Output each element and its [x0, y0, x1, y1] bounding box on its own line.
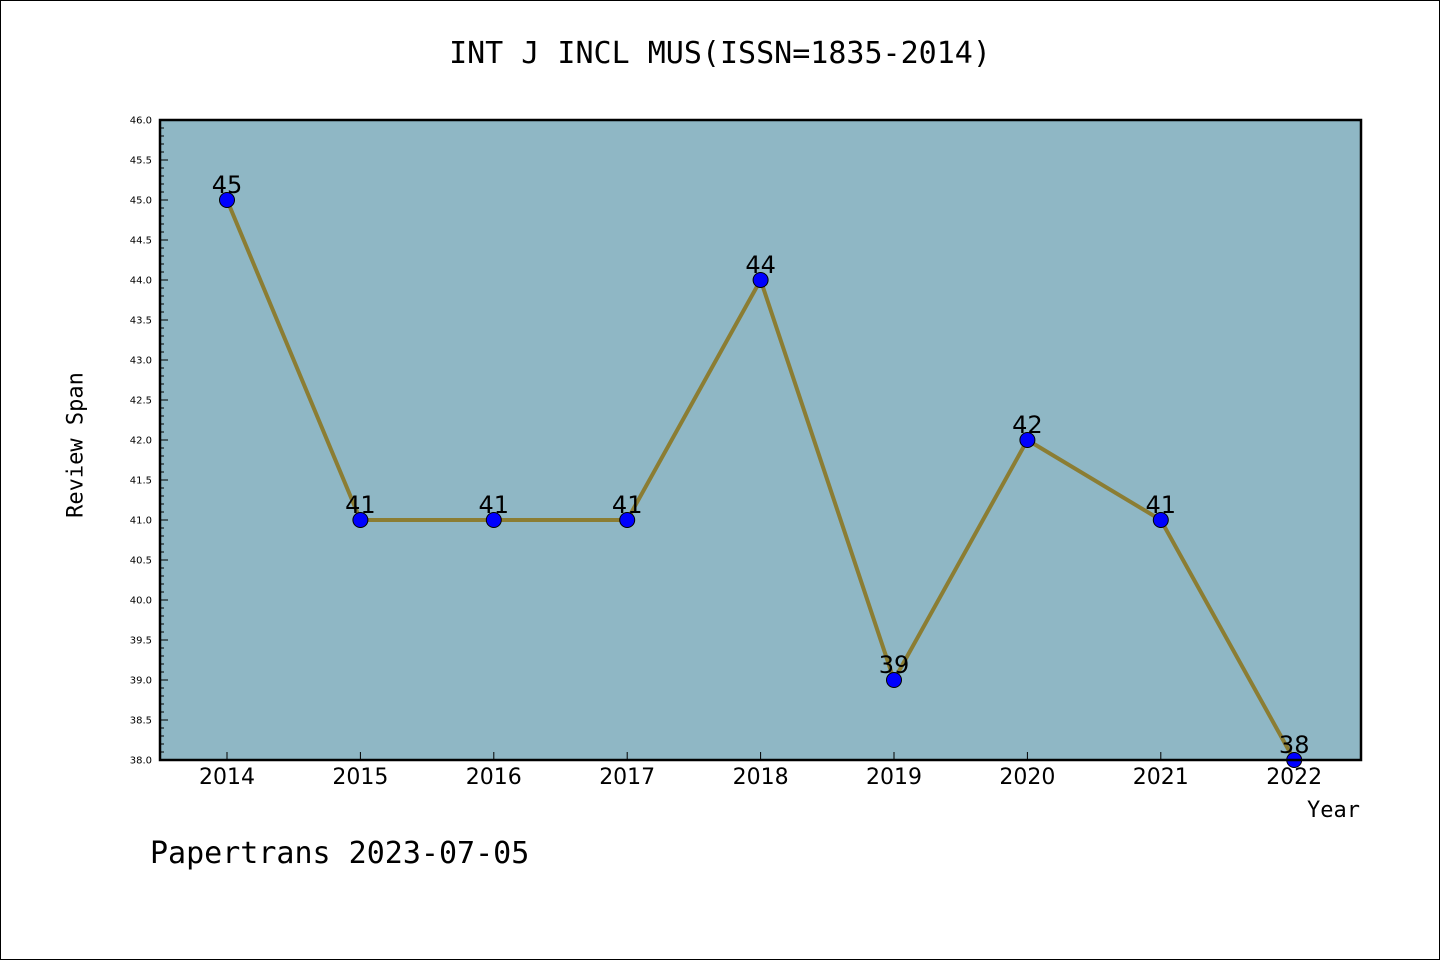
- data-point: [219, 192, 235, 208]
- chart-title: INT J INCL MUS(ISSN=1835-2014): [449, 36, 991, 71]
- data-point: [752, 272, 769, 288]
- y-tick-label: 43.0: [130, 356, 152, 367]
- plot-border: [158, 118, 1363, 762]
- y-tick-label: 41.5: [130, 476, 152, 487]
- y-tick-label: 39.5: [130, 636, 152, 647]
- data-label: 38: [1279, 731, 1310, 759]
- y-tick-label: 38.0: [130, 756, 152, 767]
- y-tick-label: 42.5: [130, 396, 152, 407]
- y-tick-label: 41.0: [130, 516, 152, 527]
- data-label: 45: [212, 171, 243, 199]
- data-label: 42: [1012, 411, 1043, 439]
- x-tick-label: 2016: [466, 765, 522, 790]
- y-tick-label: 44.0: [130, 276, 152, 287]
- x-tick-label: 2014: [199, 765, 255, 790]
- data-label: 41: [345, 491, 376, 519]
- x-tick-label: 2021: [1133, 765, 1189, 790]
- data-label: 41: [479, 491, 510, 519]
- plot-area: [160, 120, 1361, 760]
- y-tick-label: 40.0: [130, 596, 152, 607]
- y-tick-label: 43.5: [130, 316, 152, 327]
- x-axis-label: Year: [1307, 798, 1360, 823]
- data-point: [485, 512, 502, 528]
- data-point: [352, 512, 369, 528]
- data-label: 39: [879, 651, 910, 679]
- data-point: [1152, 512, 1169, 528]
- x-tick-label: 2017: [599, 765, 655, 790]
- data-label: 41: [1146, 491, 1177, 519]
- x-tick-label: 2018: [733, 765, 789, 790]
- data-point: [886, 672, 902, 688]
- y-tick-label: 45.5: [130, 156, 152, 167]
- y-tick-label: 42.0: [130, 436, 152, 447]
- data-label: 41: [612, 491, 643, 519]
- data-point: [1019, 432, 1036, 448]
- y-tick-label: 46.0: [130, 116, 152, 127]
- x-tick-label: 2020: [999, 765, 1055, 790]
- data-point: [619, 512, 636, 528]
- y-tick-label: 40.5: [130, 556, 152, 567]
- x-tick-label: 2019: [866, 765, 922, 790]
- y-tick-label: 39.0: [130, 676, 152, 687]
- x-tick-label: 2015: [332, 765, 388, 790]
- y-tick-label: 45.0: [130, 196, 152, 207]
- y-tick-label: 38.5: [130, 716, 152, 727]
- x-tick-label: 2022: [1266, 765, 1322, 790]
- footer-watermark: Papertrans 2023-07-05: [150, 836, 530, 871]
- y-tick-label: 44.5: [130, 236, 152, 247]
- data-label: 44: [745, 251, 776, 279]
